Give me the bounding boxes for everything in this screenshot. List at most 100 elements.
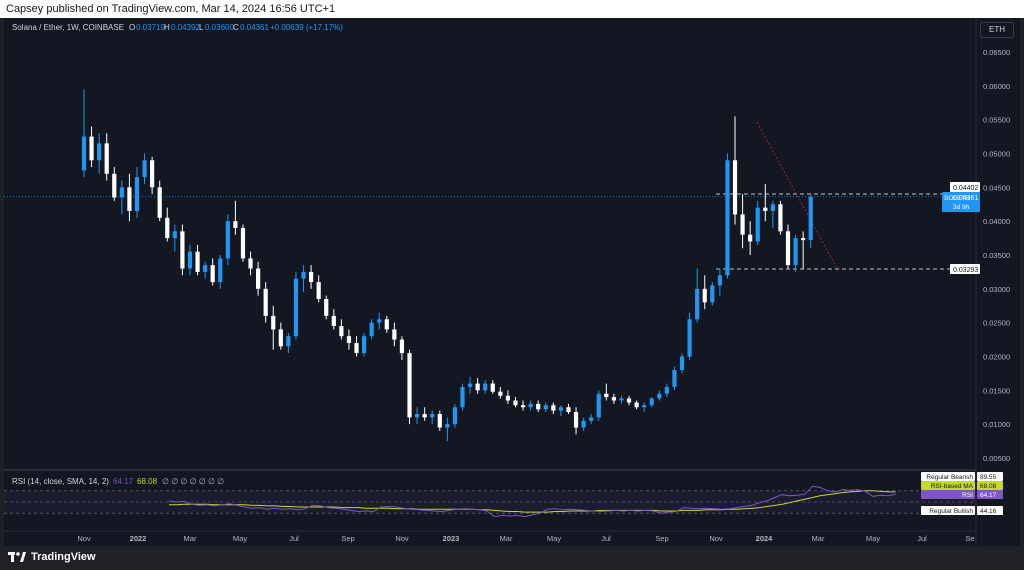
- candles: [81, 89, 813, 442]
- candle-body: [695, 288, 700, 320]
- rsi-legend: RSI (14, close, SMA, 14, 2) 64.17 68.08 …: [12, 477, 224, 486]
- symbol-tab[interactable]: ETH: [980, 22, 1014, 38]
- change-value: +0.00639 (+17.17%): [270, 23, 343, 32]
- candle-body: [361, 336, 367, 354]
- footer-brand: TradingView: [31, 551, 96, 563]
- candle-body: [505, 395, 511, 401]
- rsi-badge-value: 68.08: [980, 483, 997, 490]
- candle-body: [619, 398, 624, 401]
- candle-body: [81, 136, 87, 171]
- tradingview-logo[interactable]: TradingView: [8, 551, 96, 563]
- last-price: 0.04361: [953, 195, 978, 202]
- open-label: O: [129, 23, 135, 32]
- candle-body: [536, 403, 541, 410]
- candle-body: [475, 383, 480, 391]
- candle-body: [97, 143, 102, 161]
- candle-body: [748, 234, 753, 242]
- last-price-badge: SOLETH 0.04361 3d 9h: [942, 192, 980, 212]
- candle-body: [218, 258, 223, 283]
- candle-body: [430, 414, 435, 418]
- candle-body: [286, 336, 291, 347]
- rsi-badge-value: 89.55: [980, 474, 997, 481]
- candle-body: [581, 420, 586, 428]
- candle-body: [134, 177, 140, 212]
- candle-body: [452, 407, 458, 425]
- candle-body: [331, 315, 336, 327]
- rsi-lines: [168, 485, 896, 518]
- price-tick: 0.04500: [983, 183, 1010, 192]
- rsi-line: [168, 485, 896, 518]
- candle-body: [460, 386, 465, 408]
- candle-body: [127, 187, 132, 212]
- candle-body: [770, 204, 775, 212]
- candle-body: [399, 339, 405, 354]
- candle-body: [233, 221, 238, 228]
- candle-body: [278, 329, 283, 347]
- price-tick: 0.05500: [983, 116, 1010, 125]
- candle-body: [316, 282, 321, 299]
- time-tick: Jul: [601, 534, 611, 543]
- candle-body: [180, 231, 185, 269]
- price-tick: 0.00500: [983, 454, 1010, 463]
- candle-body: [384, 319, 389, 330]
- candle-body: [407, 353, 412, 418]
- time-tick: Mar: [500, 534, 513, 543]
- rsi-badge-label: Regular Bearish: [926, 474, 973, 481]
- rsi-badge-label: RSI-based MA: [931, 483, 974, 490]
- candle-body: [604, 393, 609, 398]
- candle-body: [437, 414, 442, 428]
- rsi-badge-label: Regular Bullish: [929, 508, 973, 515]
- candle-body: [732, 160, 738, 215]
- candle-body: [626, 398, 632, 403]
- candle-body: [339, 326, 344, 337]
- candle-body: [642, 405, 647, 408]
- candle-body: [740, 214, 745, 235]
- trendline-group: [756, 121, 839, 271]
- price-axis[interactable]: 0.06500 0.06000 0.05500 0.05000 0.04500 0.040…: [983, 48, 1010, 463]
- open-value: 0.03719: [136, 23, 165, 32]
- time-tick: Sep: [655, 534, 668, 543]
- horizontal-levels: [4, 193, 976, 270]
- rsi-badge-value: 64.17: [980, 492, 997, 499]
- candle-body: [573, 411, 579, 428]
- candle-body: [679, 356, 685, 371]
- rsi-badge-value-box: [977, 490, 1003, 499]
- candle-body: [187, 251, 193, 269]
- time-tick: 2024: [756, 534, 774, 543]
- rsi-current: 64.17: [113, 477, 134, 486]
- time-tick: 2022: [130, 534, 147, 543]
- lower-level-value: 0.03293: [953, 267, 978, 274]
- candle-body: [483, 383, 488, 391]
- time-tick: 2023: [443, 534, 460, 543]
- candle-body: [558, 407, 564, 411]
- candle-body: [256, 268, 261, 289]
- chart-area[interactable]: [4, 18, 1020, 546]
- trendline[interactable]: [756, 121, 839, 271]
- close-value: 0.04361: [240, 23, 269, 32]
- candle-body: [369, 322, 374, 337]
- candle-body: [717, 275, 722, 286]
- candle-body: [687, 319, 692, 357]
- low-label: L: [199, 23, 204, 32]
- candle-body: [271, 315, 276, 330]
- rsi-badge-label-box: [921, 506, 975, 515]
- candle-body: [467, 383, 473, 387]
- rsi-extra: ∅ ∅ ∅ ∅ ∅ ∅ ∅: [162, 477, 224, 486]
- candle-body: [702, 288, 707, 303]
- high-label: H: [164, 23, 170, 32]
- price-tick: 0.03000: [983, 285, 1010, 294]
- rsi-title: RSI (14, close, SMA, 14, 2): [12, 477, 109, 486]
- candle-body: [763, 207, 768, 212]
- candle-body: [589, 417, 594, 421]
- candle-body: [104, 143, 109, 174]
- candle-body: [414, 414, 420, 418]
- rsi-badge-value-box: [977, 506, 1003, 515]
- high-value: 0.04392: [171, 23, 200, 32]
- time-axis[interactable]: Nov 2022 Mar May Jul Sep Nov 2023 Mar May Jul Sep No…: [77, 534, 974, 543]
- candle-body: [240, 227, 246, 259]
- time-tick: Mar: [812, 534, 825, 543]
- rsi-badges: Regular Bearish 89.55 RSI-based MA 68.08 RSI…: [921, 472, 1003, 515]
- candle-body: [354, 342, 359, 354]
- candle-body: [346, 336, 352, 343]
